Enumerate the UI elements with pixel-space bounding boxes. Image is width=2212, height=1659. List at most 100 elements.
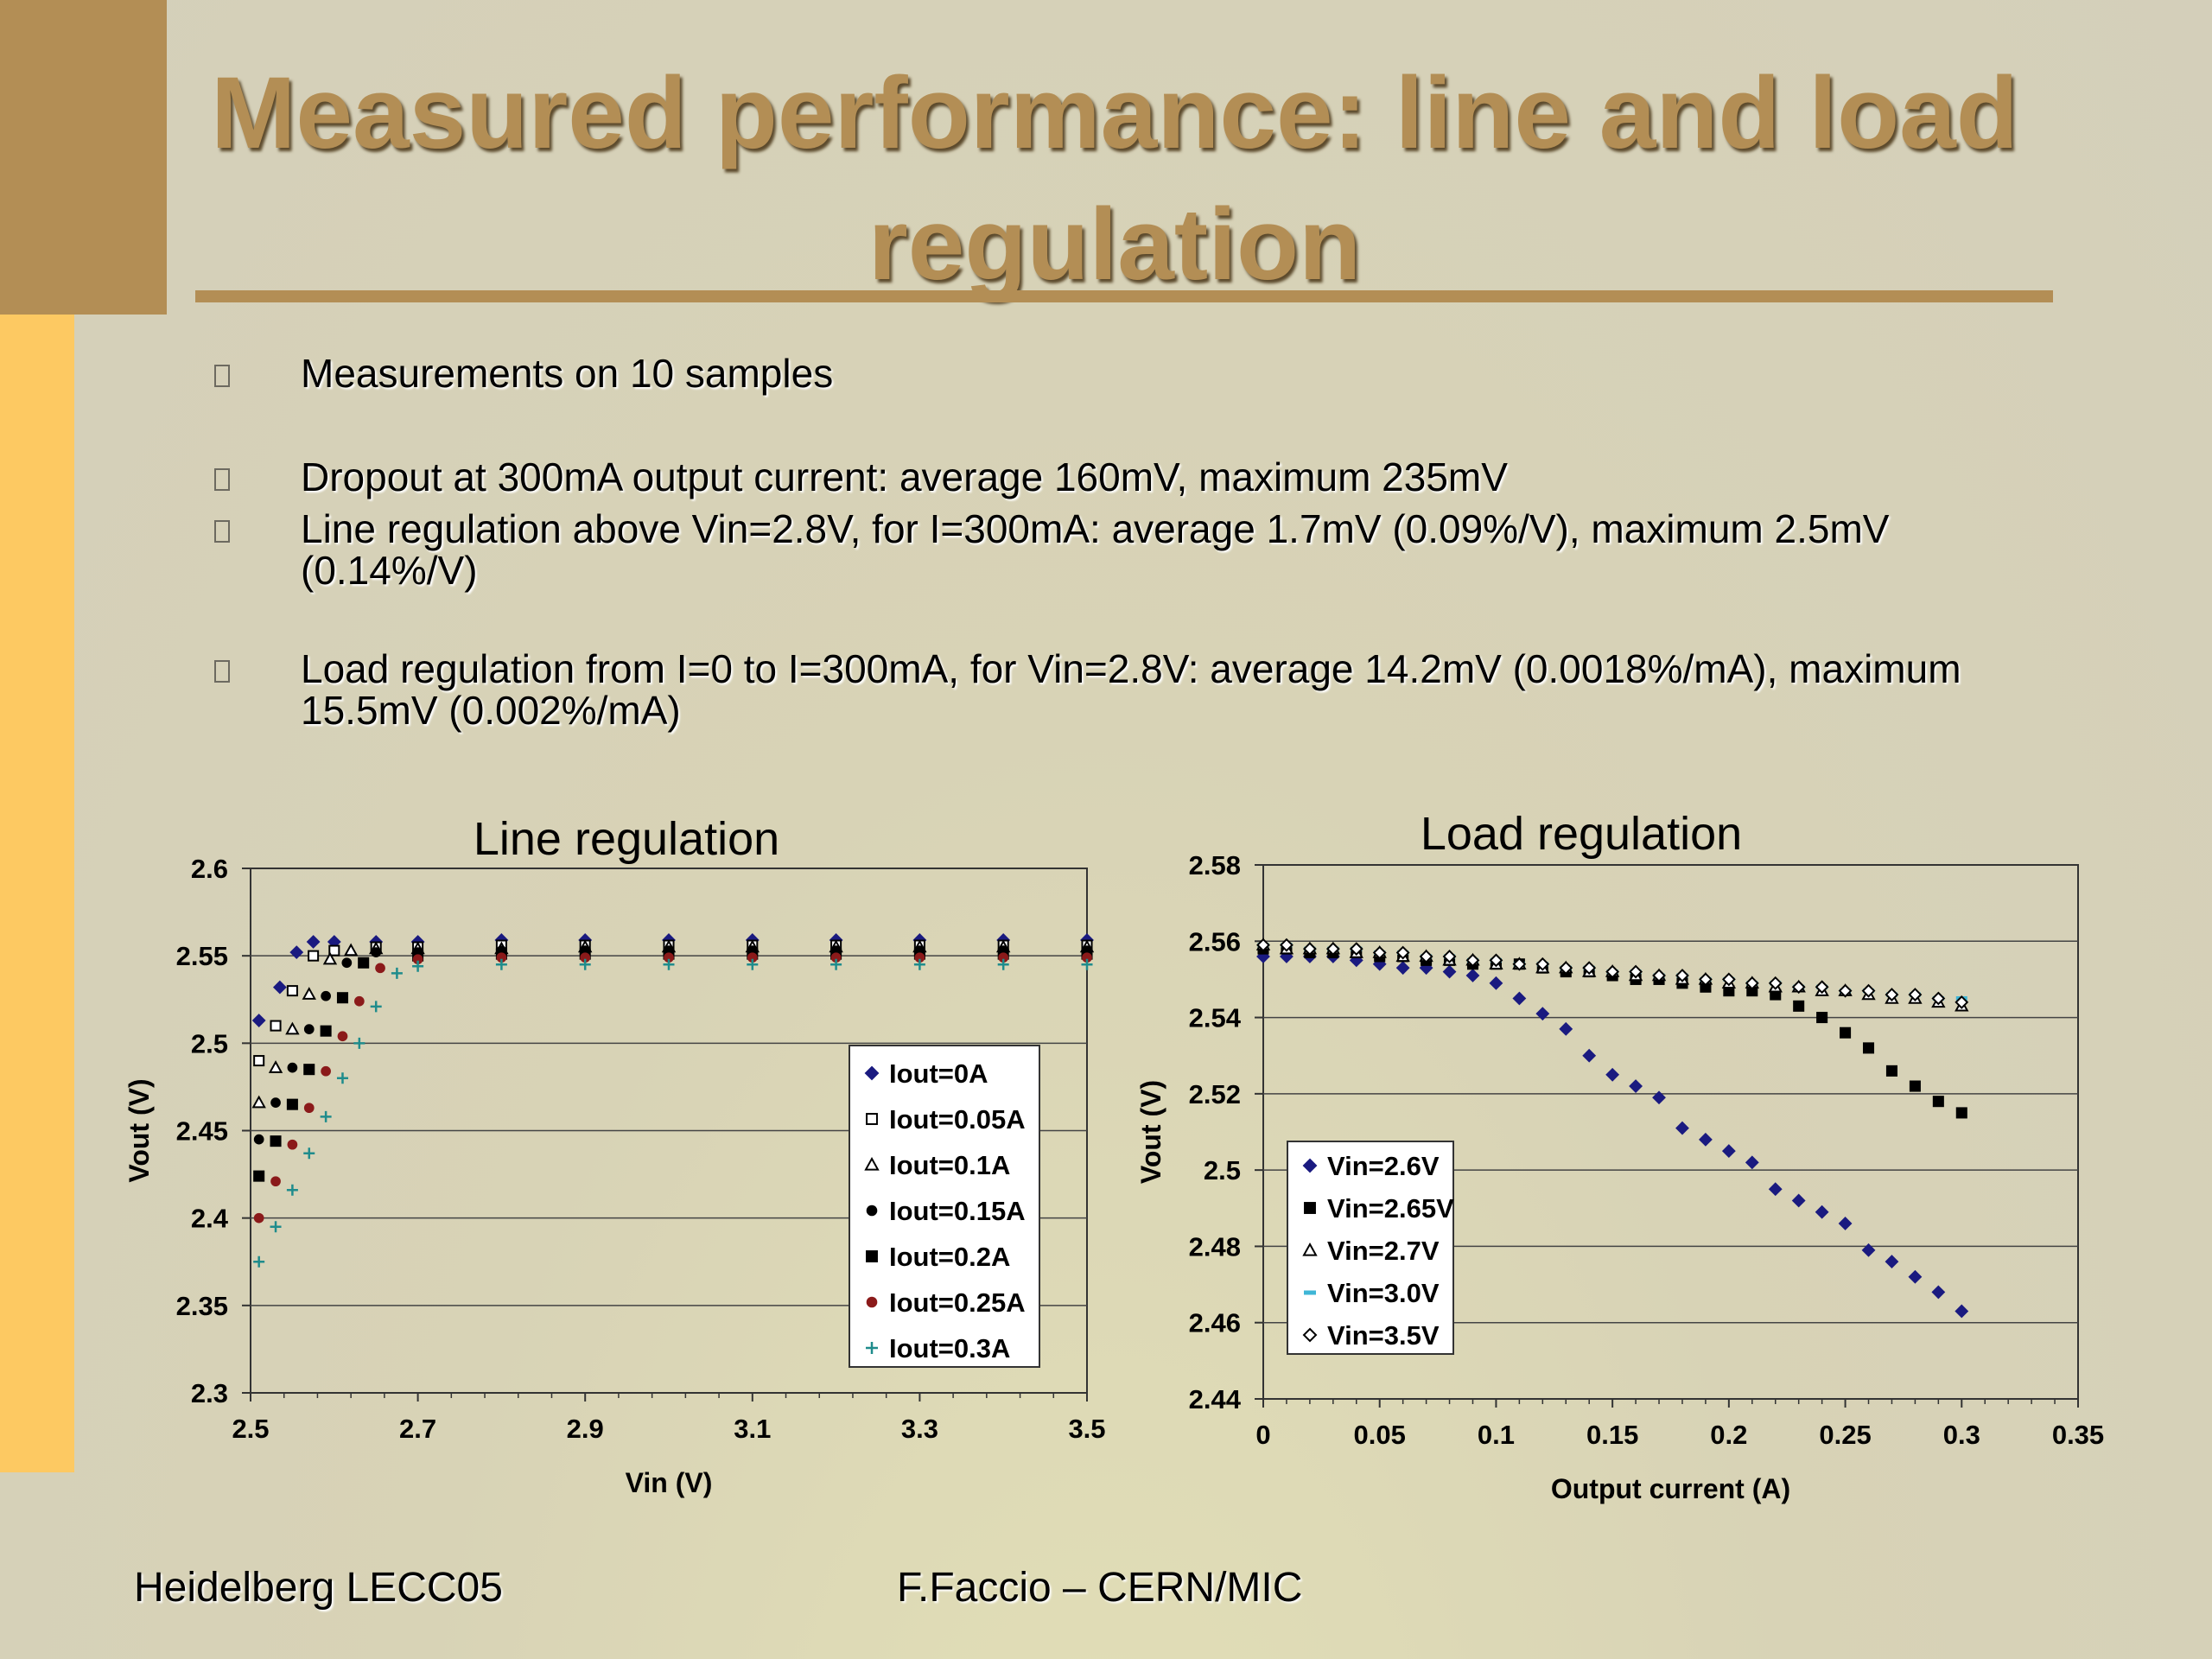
data-point (664, 952, 674, 963)
data-point (328, 944, 340, 957)
x-tick-label: 3.5 (1068, 1414, 1105, 1444)
footer-event: Heidelberg LECC05 (134, 1565, 503, 1611)
data-point (1349, 942, 1363, 957)
legend-label: Vin=2.6V (1327, 1151, 1440, 1181)
x-tick-label: 2.5 (232, 1414, 269, 1444)
data-point (1885, 988, 1899, 1001)
data-point (287, 1139, 298, 1150)
data-point (358, 957, 370, 969)
y-tick-label: 2.56 (1189, 926, 1241, 957)
data-point (285, 1021, 300, 1035)
data-point (1302, 942, 1317, 957)
bullet-text: Load regulation from I=0 to I=300mA, for… (301, 646, 1961, 733)
data-point (336, 992, 349, 1004)
legend-marker (864, 1065, 880, 1081)
data-point (1885, 1065, 1897, 1077)
data-point (251, 1095, 266, 1109)
data-point (1793, 1000, 1805, 1012)
x-tick-label: 0.25 (1819, 1420, 1871, 1450)
side-accent-strip (0, 315, 74, 1472)
data-point (270, 1176, 281, 1187)
x-tick-label: 0.1 (1478, 1420, 1515, 1450)
data-point (1559, 1021, 1573, 1036)
legend-marker (1304, 1290, 1316, 1295)
legend-marker (866, 1250, 878, 1262)
y-tick-label: 2.5 (1204, 1155, 1241, 1185)
data-point (1955, 995, 1969, 1009)
x-tick-label: 0 (1255, 1420, 1270, 1450)
data-point (1861, 983, 1876, 998)
data-point (268, 1060, 283, 1073)
data-point (1861, 1243, 1876, 1257)
bullet-item: Measurements on 10 samples (214, 353, 2046, 394)
data-point (289, 945, 304, 960)
bullet-text: Measurements on 10 samples (301, 351, 834, 396)
bullet-item: Line regulation above Vin=2.8V, for I=30… (214, 508, 2046, 591)
x-tick-label: 3.3 (901, 1414, 938, 1444)
data-point (353, 1037, 365, 1049)
y-tick-label: 2.46 (1189, 1308, 1241, 1338)
data-point (303, 1024, 315, 1034)
data-point (1931, 1285, 1946, 1300)
legend-marker (1302, 1242, 1318, 1256)
data-point (1909, 1080, 1921, 1092)
y-tick-label: 2.5 (191, 1028, 228, 1058)
y-tick-label: 2.48 (1189, 1231, 1241, 1262)
legend-marker (866, 1205, 878, 1217)
legend-label: Iout=0.2A (889, 1242, 1010, 1272)
data-point (253, 1212, 264, 1224)
data-point (1652, 1090, 1666, 1105)
data-point (253, 1134, 264, 1145)
legend-marker (866, 1296, 878, 1308)
data-point (1256, 938, 1270, 952)
x-tick-label: 3.1 (734, 1414, 771, 1444)
data-point (1885, 1255, 1899, 1268)
y-tick-label: 2.52 (1189, 1079, 1241, 1109)
data-point (496, 952, 507, 963)
data-point (270, 1135, 282, 1147)
data-point (1675, 969, 1689, 982)
data-point (1815, 1205, 1829, 1219)
legend-label: Iout=0.05A (889, 1104, 1026, 1135)
data-point (1652, 969, 1666, 982)
y-tick-label: 2.3 (191, 1378, 228, 1408)
legend-marker (1304, 1202, 1316, 1214)
chart-group: 2.44 2.46 2.48 2.5 2.52 2.54 2.56 2.58 0 0.05 0.1 0… (1135, 850, 2104, 1504)
data-point (270, 1097, 281, 1108)
data-point (1442, 950, 1457, 963)
data-point (1489, 953, 1503, 968)
data-point (1791, 980, 1806, 995)
data-point (1280, 938, 1294, 952)
legend-marker (1302, 1327, 1318, 1343)
data-point (337, 1031, 348, 1042)
data-point (253, 1055, 265, 1067)
y-axis-label: Vout (V) (1135, 1080, 1166, 1184)
data-point (412, 960, 424, 972)
data-point (286, 1098, 298, 1110)
bullet-marker-icon (214, 468, 230, 491)
data-point (1442, 964, 1457, 979)
data-point (286, 1184, 298, 1196)
data-point (303, 1103, 315, 1114)
legend-box (1287, 1141, 1454, 1355)
data-point (1768, 1182, 1783, 1197)
data-point (998, 952, 1009, 963)
data-point (1512, 991, 1527, 1006)
data-point (1395, 945, 1410, 960)
data-point (747, 958, 759, 970)
bullet-text: Line regulation above Vin=2.8V, for I=30… (301, 506, 1890, 593)
data-point (1815, 980, 1829, 995)
data-point (1372, 945, 1387, 960)
data-point (370, 1001, 382, 1013)
y-tick-label: 2.58 (1189, 850, 1241, 880)
data-point (253, 1255, 265, 1268)
data-point (1325, 942, 1340, 957)
x-tick-label: 2.9 (567, 1414, 604, 1444)
data-point (270, 1020, 282, 1032)
data-point (1699, 972, 1713, 987)
data-point (1908, 1269, 1923, 1284)
data-point (1768, 976, 1783, 990)
data-point (1862, 1042, 1875, 1054)
data-point (1721, 972, 1736, 987)
